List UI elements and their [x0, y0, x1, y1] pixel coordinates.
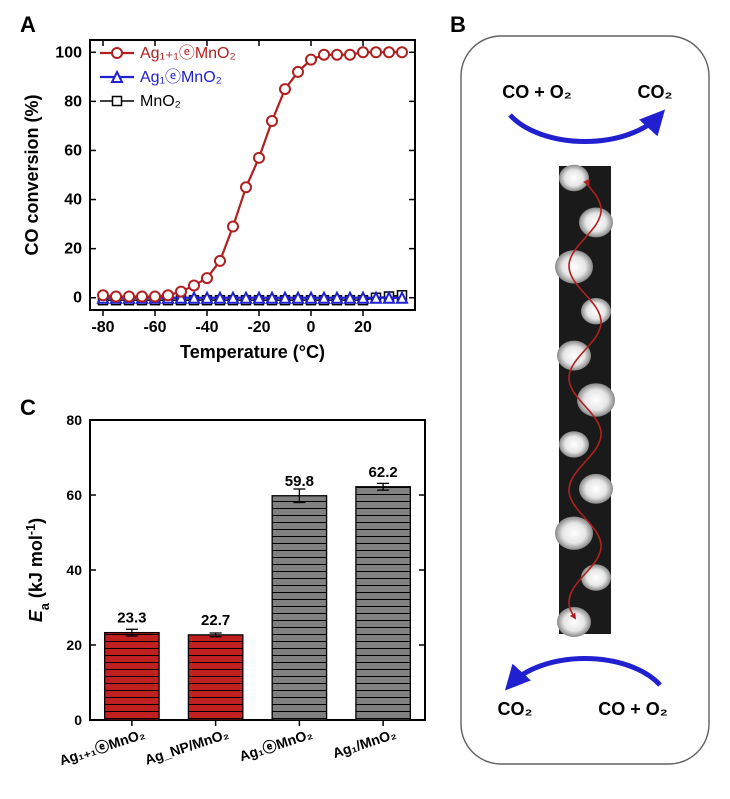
- bar-chart-c: 0 20 40 60 80 Ea (kJ mol-1) 23.3 Ag₁₊₁ⓔMnO₂ 22.7…: [20, 400, 440, 790]
- svg-text:80: 80: [64, 93, 82, 110]
- svg-text:Ag_NP/MnO₂: Ag_NP/MnO₂: [143, 726, 231, 768]
- svg-text:Temperature (°C): Temperature (°C): [180, 342, 325, 362]
- svg-text:CO₂: CO₂: [498, 699, 533, 719]
- svg-text:0: 0: [74, 712, 82, 728]
- svg-text:40: 40: [64, 192, 82, 209]
- svg-text:Ag₁ⓔMnO₂: Ag₁ⓔMnO₂: [140, 68, 222, 86]
- svg-text:CO + O₂: CO + O₂: [502, 82, 572, 102]
- svg-text:Ag₁/MnO₂: Ag₁/MnO₂: [331, 726, 398, 762]
- svg-text:CO conversion (%): CO conversion (%): [22, 94, 42, 255]
- svg-text:MnO₂: MnO₂: [140, 93, 181, 110]
- figure-root: A B C -80-60-40-20020020406080100Tempera…: [0, 0, 730, 799]
- svg-text:100: 100: [55, 44, 82, 61]
- svg-text:59.8: 59.8: [285, 473, 314, 490]
- svg-text:0: 0: [307, 319, 316, 336]
- panel-c: 0 20 40 60 80 Ea (kJ mol-1) 23.3 Ag₁₊₁ⓔMnO₂ 22.7…: [20, 400, 440, 790]
- svg-text:-60: -60: [143, 319, 166, 336]
- svg-text:20: 20: [354, 319, 372, 336]
- svg-text:Ag₁₊₁ⓔMnO₂: Ag₁₊₁ⓔMnO₂: [57, 726, 147, 769]
- svg-text:0: 0: [73, 290, 82, 307]
- svg-text:20: 20: [64, 241, 82, 258]
- svg-text:Ag₁₊₁ⓔMnO₂: Ag₁₊₁ⓔMnO₂: [140, 44, 236, 62]
- svg-text:CO₂: CO₂: [638, 82, 673, 102]
- svg-text:-40: -40: [195, 319, 218, 336]
- svg-text:-20: -20: [247, 319, 270, 336]
- panel-a: -80 -60 -40 -20 0 20 0 20 40 60 80 100 Temperature (…: [20, 20, 430, 370]
- svg-text:80: 80: [66, 412, 82, 428]
- svg-text:60: 60: [66, 487, 82, 503]
- svg-text:Ea (kJ mol-1): Ea (kJ mol-1): [24, 518, 52, 622]
- line-chart-a: -80 -60 -40 -20 0 20 0 20 40 60 80 100 Temperature (…: [20, 20, 430, 370]
- svg-text:40: 40: [66, 562, 82, 578]
- svg-text:62.2: 62.2: [369, 464, 398, 481]
- svg-text:60: 60: [64, 142, 82, 159]
- infographic-b: CO + O₂ CO₂ CO₂ CO + O₂: [455, 30, 715, 770]
- svg-text:CO + O₂: CO + O₂: [598, 699, 668, 719]
- svg-text:-80: -80: [91, 319, 114, 336]
- svg-text:Ag₁ⓔMnO₂: Ag₁ⓔMnO₂: [237, 726, 314, 765]
- panel-b: CO + O₂ CO₂ CO₂ CO + O₂: [455, 30, 715, 770]
- svg-text:20: 20: [66, 637, 82, 653]
- svg-text:22.7: 22.7: [201, 612, 230, 629]
- svg-text:23.3: 23.3: [117, 610, 146, 627]
